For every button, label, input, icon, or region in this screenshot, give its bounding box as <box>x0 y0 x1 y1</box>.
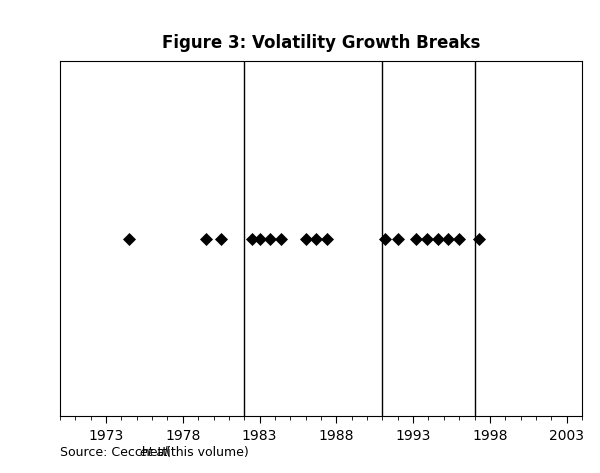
Point <box>322 235 332 243</box>
Text: et al: et al <box>140 446 167 459</box>
Point <box>255 235 265 243</box>
Point <box>422 235 432 243</box>
Point <box>201 235 211 243</box>
Point <box>475 235 484 243</box>
Point <box>454 235 464 243</box>
Point <box>380 235 390 243</box>
Point <box>311 235 321 243</box>
Point <box>412 235 421 243</box>
Point <box>247 235 257 243</box>
Title: Figure 3: Volatility Growth Breaks: Figure 3: Volatility Growth Breaks <box>162 34 480 52</box>
Point <box>443 235 453 243</box>
Point <box>266 235 275 243</box>
Point <box>124 235 134 243</box>
Text: Source: Cecchetti: Source: Cecchetti <box>60 446 175 459</box>
Point <box>301 235 310 243</box>
Point <box>217 235 226 243</box>
Text: (this volume): (this volume) <box>162 446 249 459</box>
Point <box>433 235 442 243</box>
Point <box>393 235 403 243</box>
Point <box>276 235 286 243</box>
